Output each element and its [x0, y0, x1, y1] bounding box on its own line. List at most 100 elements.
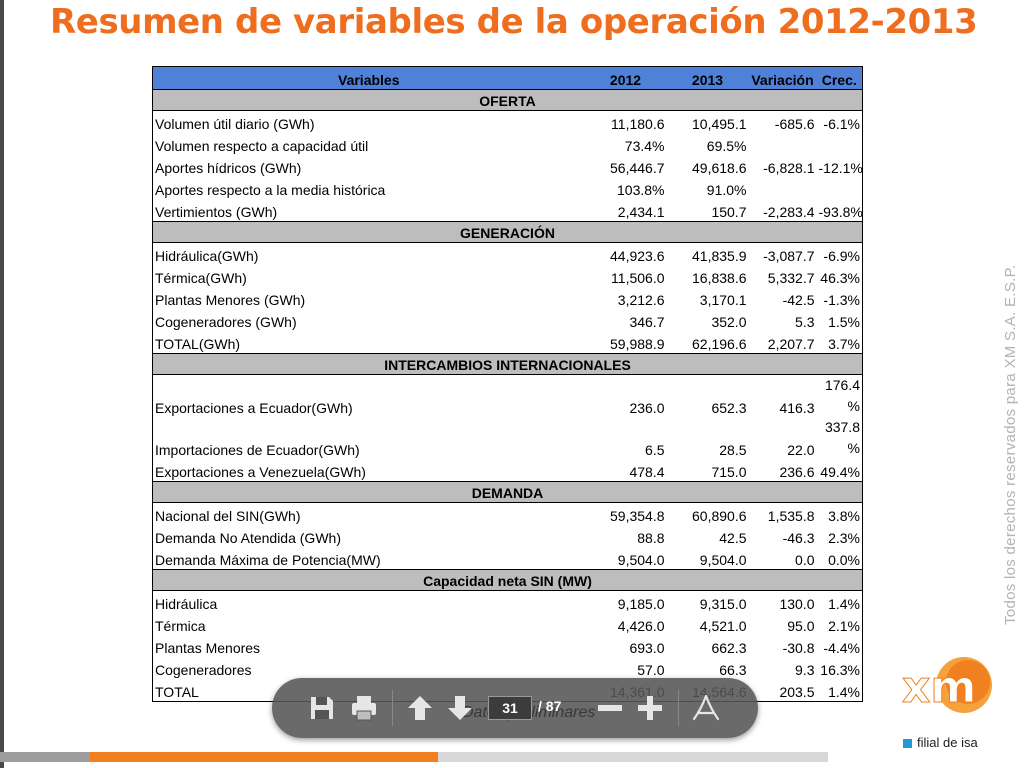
table-row: Cogeneradores (GWh) 346.7 352.0 5.3 1.5%	[153, 309, 863, 331]
header-variacion: Variación	[748, 66, 817, 90]
row-value: 49,618.6	[692, 160, 747, 176]
table-row: Importaciones de Ecuador(GWh) 6.5 28.5 22.0…	[153, 417, 863, 459]
row-value: 346.7	[629, 314, 665, 330]
row-label: Aportes hídricos (GWh)	[155, 160, 302, 176]
logo-tagline-text: filial de isa	[917, 735, 978, 750]
row-label: Cogeneradores (GWh)	[155, 314, 297, 330]
row-value: 9,504.0	[617, 552, 665, 568]
table-row: Vertimientos (GWh) 2,434.1 150.7 -2,283.4 -9…	[153, 199, 863, 222]
row-value: 6.5	[645, 442, 665, 458]
row-label: Vertimientos (GWh)	[155, 204, 278, 220]
table-row: Exportaciones a Ecuador(GWh) 236.0 652.3 41…	[153, 375, 863, 418]
arrow-up-icon[interactable]	[404, 692, 436, 724]
row-value: 3,212.6	[617, 292, 665, 308]
section-label: GENERACIÓN	[152, 221, 863, 243]
toolbar-separator	[392, 690, 393, 726]
row-value: 49.4%	[820, 464, 860, 480]
row-value: 0.0%	[828, 552, 860, 568]
header-variables: Variables	[152, 66, 585, 90]
row-value: -2,283.4	[763, 204, 815, 220]
row-label: TOTAL(GWh)	[155, 336, 241, 352]
row-value: -6.1%	[823, 116, 860, 132]
table-row: Demanda No Atendida (GWh) 88.8 42.5 -46.3 2.…	[153, 525, 863, 547]
row-value: 715.0	[711, 464, 747, 480]
row-value: 2,434.1	[617, 204, 665, 220]
page-total: / 87	[538, 698, 562, 714]
table-row: Cogeneradores 57.0 66.3 9.3 16.3%	[153, 657, 863, 679]
table-row: Térmica 4,426.0 4,521.0 95.0 2.1%	[153, 613, 863, 635]
header-row: Variables 2012 2013 Variación Crec.	[152, 66, 863, 90]
row-value	[749, 177, 817, 199]
zoom-in-icon[interactable]	[634, 692, 666, 724]
row-value: 337.8 %	[824, 419, 860, 456]
row-value: 236.6	[779, 464, 815, 480]
section-row: DEMANDA	[152, 481, 863, 503]
arrow-down-icon[interactable]	[444, 692, 476, 724]
row-value: 352.0	[711, 314, 747, 330]
table-row: Plantas Menores (GWh) 3,212.6 3,170.1 -42.5…	[153, 287, 863, 309]
xm-logo: xm	[902, 657, 992, 714]
header-2012: 2012	[584, 66, 667, 90]
footer-bar-orange	[90, 752, 438, 762]
row-value: 91.0%	[706, 182, 747, 198]
window-left-edge	[0, 0, 4, 768]
row-value: 2.3%	[828, 530, 860, 546]
footer-bar-light	[438, 752, 828, 762]
print-icon[interactable]	[348, 692, 380, 724]
row-value: 1.4%	[828, 684, 860, 700]
row-label: Exportaciones a Ecuador(GWh)	[155, 400, 353, 416]
logo-tagline: filial de isa	[903, 735, 978, 750]
save-icon[interactable]	[306, 692, 338, 724]
section-label: OFERTA	[152, 89, 863, 111]
row-label: Hidráulica(GWh)	[155, 248, 259, 264]
row-value	[817, 133, 863, 155]
row-value: 236.0	[629, 400, 665, 416]
row-label: Importaciones de Ecuador(GWh)	[155, 442, 360, 458]
pdf-viewer-toolbar: Datos preliminares 31 / 87	[272, 678, 758, 738]
section-label: INTERCAMBIOS INTERNACIONALES	[152, 353, 863, 375]
row-value: 88.8	[637, 530, 665, 546]
row-value: 66.3	[719, 662, 747, 678]
row-value: 9,504.0	[699, 552, 747, 568]
table-row: Exportaciones a Venezuela(GWh) 478.4 715.0…	[153, 459, 863, 482]
section-label: Capacidad neta SIN (MW)	[152, 569, 863, 591]
logo-text: xm	[902, 662, 976, 713]
row-value: 662.3	[711, 640, 747, 656]
row-value: 69.5%	[706, 138, 747, 154]
row-value: 130.0	[779, 596, 815, 612]
row-value: 5.3	[795, 314, 815, 330]
row-value: 73.4%	[624, 138, 665, 154]
row-label: Plantas Menores (GWh)	[155, 292, 306, 308]
row-value: 59,354.8	[610, 508, 665, 524]
page-number-input[interactable]: 31	[488, 696, 532, 720]
table-row: Volumen útil diario (GWh) 11,180.6 10,495.…	[153, 111, 863, 134]
row-value: 16.3%	[820, 662, 860, 678]
table-row: Nacional del SIN(GWh) 59,354.8 60,890.6 1,5…	[153, 503, 863, 526]
section-row: GENERACIÓN	[152, 221, 863, 243]
row-value: -1.3%	[823, 292, 860, 308]
zoom-out-icon[interactable]	[594, 692, 626, 724]
section-label: DEMANDA	[152, 481, 863, 503]
row-label: Hidráulica	[155, 596, 218, 612]
row-value	[749, 133, 817, 155]
copyright-vertical-text: Todos los derechos reservados para XM S.…	[1002, 264, 1019, 625]
slide-title: Resumen de variables de la operación 201…	[50, 2, 978, 42]
row-value: -46.3	[782, 530, 815, 546]
row-value: 3.7%	[828, 336, 860, 352]
row-value: 416.3	[779, 400, 815, 416]
toolbar-separator	[678, 690, 679, 726]
row-value: -93.8%	[818, 204, 863, 220]
table-row: Plantas Menores 693.0 662.3 -30.8 -4.4%	[153, 635, 863, 657]
row-label: Nacional del SIN(GWh)	[155, 508, 301, 524]
section-row: INTERCAMBIOS INTERNACIONALES	[152, 353, 863, 375]
row-value	[817, 177, 863, 199]
table-row: Aportes respecto a la media histórica 103…	[153, 177, 863, 199]
row-value: 1.4%	[828, 596, 860, 612]
acrobat-icon[interactable]	[690, 692, 722, 724]
row-value: -6.9%	[823, 248, 860, 264]
row-label: Aportes respecto a la media histórica	[155, 182, 386, 198]
table-row: Térmica(GWh) 11,506.0 16,838.6 5,332.7 46.3%	[153, 265, 863, 287]
row-value: 2.1%	[828, 618, 860, 634]
row-label: Volumen útil diario (GWh)	[155, 116, 315, 132]
section-row: Capacidad neta SIN (MW)	[152, 569, 863, 591]
